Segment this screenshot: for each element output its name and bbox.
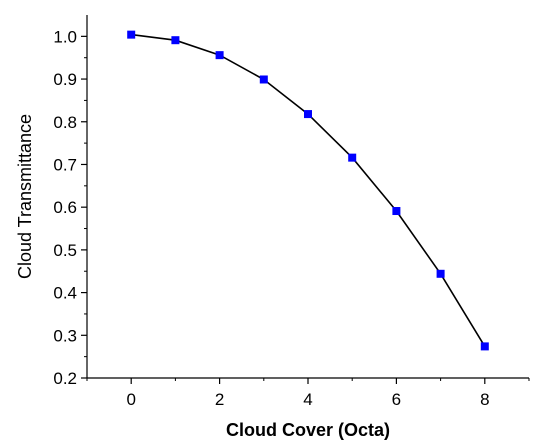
x-tick-label: 8 xyxy=(480,390,489,409)
data-point xyxy=(436,269,445,278)
y-tick-label: 0.8 xyxy=(53,113,77,132)
series-layer xyxy=(127,30,489,351)
x-tick-label: 2 xyxy=(215,390,224,409)
y-tick-label: 0.9 xyxy=(53,70,77,89)
data-point xyxy=(480,342,489,351)
data-point xyxy=(392,207,401,216)
y-axis-title: Cloud Transmittance xyxy=(15,114,35,279)
y-tick-label: 0.3 xyxy=(53,326,77,345)
y-tick-label: 0.2 xyxy=(53,369,77,388)
axes: 0.2 0.3 0.4 0.5 0.6 0.7 0.8 0.9 1.0 0 2 4 6 8 xyxy=(53,15,530,409)
data-point xyxy=(171,36,180,45)
data-point xyxy=(348,153,357,162)
y-tick-label: 0.4 xyxy=(53,284,77,303)
y-tick-label: 0.5 xyxy=(53,241,77,260)
data-point xyxy=(259,75,268,84)
x-tick-label: 4 xyxy=(303,390,312,409)
x-axis-title: Cloud Cover (Octa) xyxy=(226,420,390,440)
y-tick-label: 1.0 xyxy=(53,27,77,46)
x-tick-label: 0 xyxy=(126,390,135,409)
y-tick-label: 0.6 xyxy=(53,198,77,217)
data-point xyxy=(304,110,312,119)
data-point xyxy=(215,51,224,60)
x-tick-label: 6 xyxy=(392,390,401,409)
y-tick-label: 0.7 xyxy=(53,155,77,174)
data-point xyxy=(127,30,136,39)
